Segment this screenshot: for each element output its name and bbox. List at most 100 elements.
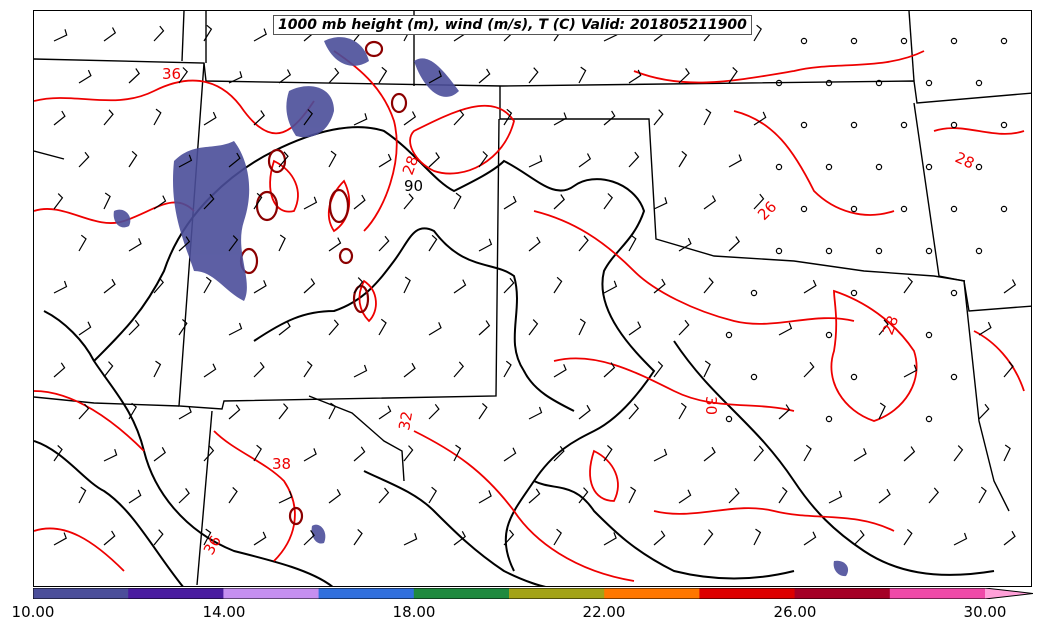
wind-barb (478, 320, 491, 336)
colorbar-segment (413, 588, 510, 599)
colorbar-segment (318, 588, 415, 599)
calm-wind-marker (950, 289, 958, 297)
wind-barb (128, 319, 140, 336)
wind-barb (253, 192, 263, 210)
colorbar-segment (794, 588, 891, 599)
wind-barb (428, 70, 442, 84)
wind-barb (503, 360, 512, 378)
wind-barb (278, 234, 286, 252)
wind-barb (553, 194, 565, 210)
wind-barb (953, 445, 964, 462)
wind-barb (153, 108, 162, 126)
calm-wind-marker (825, 247, 833, 255)
wind-barb (53, 110, 66, 126)
wind-barb (203, 445, 215, 462)
wind-barb (253, 531, 267, 546)
calm-wind-marker (775, 247, 783, 255)
wind-barb (278, 320, 291, 336)
wind-barb (653, 530, 666, 546)
map-panel: 36 28 90 28 26 28 30 32 38 36 (33, 10, 1032, 587)
calm-wind-marker (725, 415, 733, 423)
wind-barb (253, 28, 267, 42)
wind-barb (478, 238, 493, 252)
colorbar-segment (889, 588, 986, 599)
calm-wind-marker (850, 205, 858, 213)
wind-barb (153, 447, 166, 462)
wind-barb (628, 69, 642, 84)
wind-barb (778, 486, 788, 504)
wind-barb (603, 280, 618, 294)
wind-barb (603, 362, 616, 378)
colorbar-tick-label: 14.00 (202, 603, 246, 621)
state-boundaries (34, 11, 1031, 586)
wind-barb (703, 195, 717, 210)
colorbar (33, 588, 1033, 599)
colorbar-segment (699, 588, 796, 599)
wind-barb (653, 448, 668, 462)
calm-wind-marker (825, 79, 833, 87)
calm-wind-marker (725, 331, 733, 339)
wind-barb (228, 235, 239, 252)
wind-barb (1003, 279, 1017, 294)
wind-barb (478, 402, 488, 420)
wind-barb (403, 276, 411, 294)
wind-barb (203, 528, 212, 546)
wind-barb (428, 322, 442, 336)
calm-wind-marker (850, 373, 858, 381)
wind-barb (553, 445, 565, 462)
wind-barb (478, 490, 492, 504)
calm-wind-marker (925, 247, 933, 255)
contour-label: 28 (952, 148, 977, 172)
wind-barb (953, 532, 968, 546)
calm-wind-marker (750, 373, 758, 381)
colorbar-segment (509, 588, 605, 599)
wind-barb (503, 447, 517, 462)
wind-barb (553, 112, 567, 126)
wind-barb (153, 360, 162, 378)
wind-barb (403, 193, 414, 210)
wind-barb (728, 236, 740, 252)
wind-barb (78, 321, 92, 336)
wind-barb (453, 444, 462, 462)
wind-barb (778, 404, 791, 420)
wind-barb (178, 318, 188, 336)
wind-barb (228, 486, 238, 504)
wind-barb (728, 154, 742, 168)
wind-barb (153, 277, 164, 294)
wind-barb (328, 402, 337, 420)
colorbar-segment (223, 588, 320, 599)
calm-wind-marker (1000, 205, 1008, 213)
colorbar-segment (128, 588, 224, 599)
wind-barb (228, 322, 243, 336)
calm-wind-marker (975, 79, 983, 87)
wind-barb (128, 238, 142, 252)
wind-barb (578, 153, 592, 168)
calm-wind-marker (850, 121, 858, 129)
wind-barb (703, 108, 712, 126)
contour-label: 32 (395, 410, 416, 432)
wind-barb (878, 488, 891, 504)
colorbar-tick-label: 22.00 (582, 603, 626, 621)
calm-wind-marker (800, 121, 808, 129)
wind-barb (328, 150, 337, 168)
calm-wind-marker (800, 205, 808, 213)
colorbar-outline (33, 588, 1033, 599)
colorbar-tick-label: 26.00 (773, 603, 817, 621)
wind-barb (403, 533, 418, 546)
wind-barb (403, 362, 416, 378)
wind-barb (578, 235, 589, 252)
wind-barb (53, 362, 66, 378)
wind-barb (53, 29, 68, 42)
wind-barb (178, 67, 188, 84)
wind-barb (103, 530, 116, 546)
wind-barb (678, 402, 687, 420)
shaded-field (113, 37, 849, 577)
calm-wind-marker (925, 163, 933, 171)
wind-barb (653, 278, 666, 294)
wind-barb (453, 192, 462, 210)
colorbar-segment (604, 588, 700, 599)
wind-barb (328, 489, 341, 504)
wind-barb (78, 234, 87, 252)
wind-barb (703, 446, 716, 462)
wind-barb (353, 113, 368, 126)
